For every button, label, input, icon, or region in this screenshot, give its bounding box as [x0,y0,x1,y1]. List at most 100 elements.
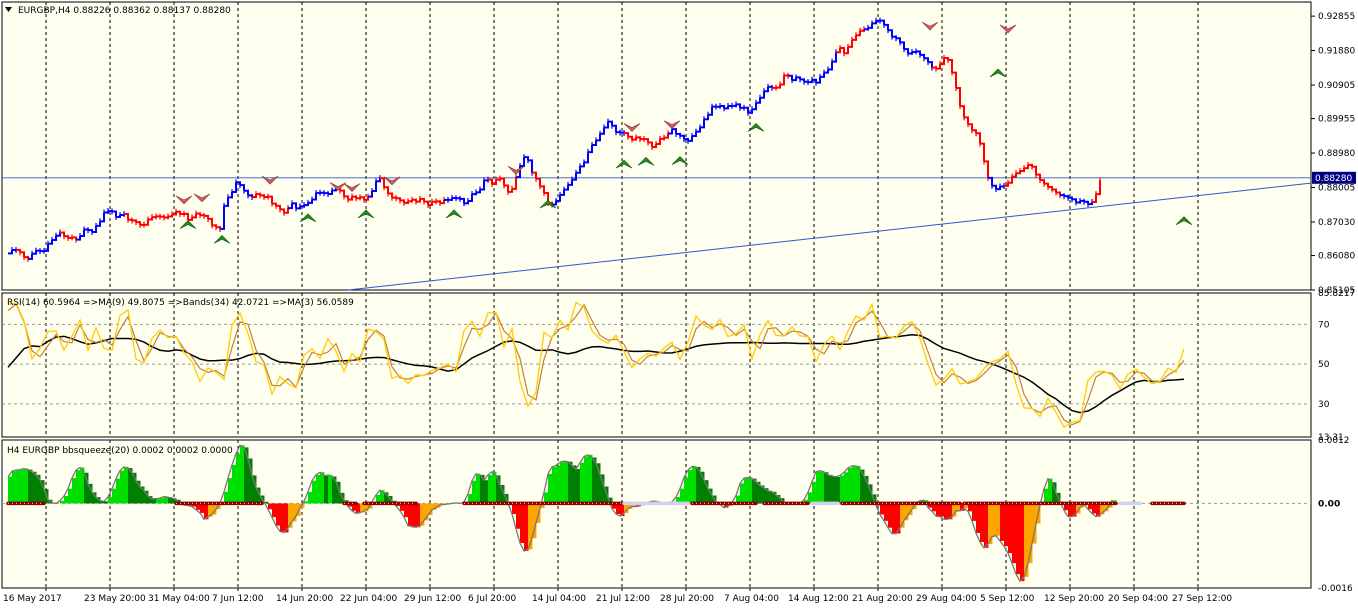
squeeze-bar [108,497,113,503]
squeeze-bar [408,503,413,525]
squeeze-bar [412,503,417,526]
squeeze-bar [68,489,73,504]
squeeze-bar [324,476,329,503]
squeeze-bar [748,478,753,504]
squeeze-bar [516,503,521,528]
time-axis-label: 14 Jul 04:00 [532,594,586,604]
squeeze-bar [852,466,857,504]
squeeze-bar [240,445,245,503]
squeeze-bar [320,472,325,503]
main-chart-title: EURGBP,H4 0.88226 0.88362 0.88137 0.8828… [18,6,231,16]
squeeze-bar [972,503,977,520]
squeeze-bar [232,465,237,504]
squeeze-bar [32,472,37,504]
squeeze-bar [744,478,749,503]
time-axis-label: 22 Jun 04:00 [340,594,397,604]
squeeze-bar [548,474,553,504]
squeeze-bar [252,475,257,503]
rsi-tick-label: 85.8217 [1318,289,1355,299]
squeeze-bar [120,471,125,504]
squeeze-bar [836,477,841,503]
price-tick-label: 0.89955 [1318,115,1355,125]
price-tick-label: 0.88980 [1318,149,1355,159]
squeeze-bar [944,503,949,519]
squeeze-bar [276,503,281,525]
squeeze-bar [304,501,309,503]
squeeze-bar [60,501,65,504]
bbsqueeze-indicator-title: H4 EURGBP bbsqueeze(20) 0.0002 0.0002 0.… [7,446,233,456]
squeeze-bar [976,503,981,533]
squeeze-bar [688,470,693,503]
squeeze-bar [1012,503,1017,563]
time-axis-label: 12 Sep 20:00 [1044,594,1104,604]
squeeze-bar [588,455,593,504]
squeeze-bar [112,489,117,504]
squeeze-bar [1020,503,1025,581]
squeeze-bar [64,496,69,503]
squeeze-bar [116,479,121,504]
squeeze-bar [104,501,109,503]
squeeze-bar [404,503,409,517]
price-tick-label: 0.88005 [1318,184,1355,194]
squeeze-bar [684,478,689,504]
price-tick-label: 0.86080 [1318,252,1355,262]
squeeze-bar [488,475,493,504]
squeeze-bar [312,481,317,504]
rsi-tick-label: 70 [1318,320,1330,330]
squeeze-bar [552,467,557,503]
pane-rsi [2,293,1311,437]
time-axis-label: 21 Jul 12:00 [596,594,650,604]
squeeze-bar [244,447,249,503]
time-axis-label: 20 Sep 04:00 [1108,594,1168,604]
squeeze-bar [20,470,25,504]
squeeze-bar [236,454,241,504]
squeeze-bar [328,475,333,504]
squeeze-bar [472,481,477,504]
squeeze-bar [524,503,529,551]
squeeze-bar [940,503,945,516]
squeeze-bar [152,499,157,504]
squeeze-bar [160,498,165,503]
squeeze-bar [564,461,569,503]
rsi-indicator-title: RSI(14) 60.5964 =>MA(9) 49.8075 =>Bands(… [7,298,354,308]
squeeze-bar [600,474,605,503]
squeeze-bar [228,478,233,503]
squeeze-bar [1016,503,1021,574]
squeeze-bar [856,466,861,504]
time-axis-label: 29 Jun 12:00 [404,594,461,604]
squeeze-bar [824,472,829,503]
squeeze-bar [1000,503,1005,541]
time-axis-label: 29 Aug 04:00 [916,594,977,604]
squeeze-bar [484,480,489,503]
squeeze-bar [992,503,997,536]
last-price-label: 0.88280 [1315,174,1352,184]
squeeze-bar [476,474,481,504]
squeeze-bar [1008,503,1013,553]
time-axis-label: 7 Aug 04:00 [724,594,779,604]
squeeze-bar [416,503,421,527]
price-tick-label: 0.91880 [1318,47,1355,57]
price-tick-label: 0.90905 [1318,81,1355,91]
squeeze-bar [820,471,825,504]
squeeze-tick-label: 0.00 [1318,499,1340,509]
squeeze-bar [1004,503,1009,546]
squeeze-bar [72,478,77,503]
price-tick-label: 0.87030 [1318,218,1355,228]
squeeze-bar [888,503,893,527]
squeeze-bar [24,469,29,504]
squeeze-bar [584,456,589,503]
time-axis-label: 5 Sep 12:00 [980,594,1035,604]
time-axis-label: 14 Aug 12:00 [788,594,849,604]
rsi-tick-label: 30 [1318,400,1330,410]
squeeze-bar [8,476,13,503]
squeeze-tick-label: 0.0012 [1318,436,1350,446]
squeeze-bar [936,503,941,516]
pane-sq [2,440,1311,588]
squeeze-bar [576,469,581,503]
squeeze-bar [844,472,849,503]
squeeze-bar [28,470,33,504]
squeeze-bar [12,471,17,503]
squeeze-bar [580,463,585,504]
